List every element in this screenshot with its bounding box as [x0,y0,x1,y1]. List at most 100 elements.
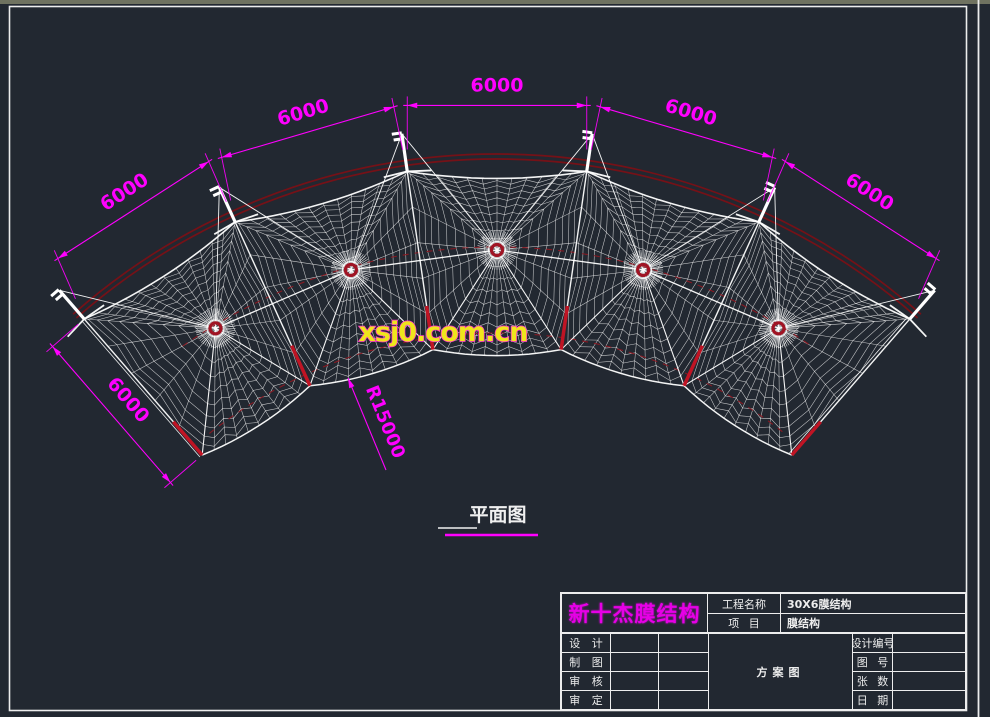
stay-cable [778,289,935,329]
radius-leader [347,377,387,471]
sign-cell-empty [611,633,659,652]
edge-corner-cable [562,169,587,173]
edge-corner-cable [213,221,236,236]
membrane-outer-edge [83,221,236,320]
dim-extension [590,97,603,150]
stay-cable [215,187,220,329]
edge-corner-cable [909,318,927,338]
mast-flag [54,292,64,302]
apex-dot [776,326,781,330]
mesh-spoke [215,328,238,439]
mast-flag [926,281,937,291]
sign-cell-empty [659,633,709,652]
mesh-ring [415,178,579,346]
mesh-ring [449,208,545,306]
mesh-ring [567,173,756,382]
mesh-spoke [576,242,644,271]
dim-arrow [57,250,68,259]
watermark-text: xsj0.com.cn [359,317,528,348]
support-post [790,420,822,457]
watermark: xsj0.com.cn [358,316,529,348]
mesh-spoke [642,198,657,270]
sign-cell-empty [611,671,659,690]
edge-cables [72,153,922,434]
title-block-header: 新十杰膜结构 工程名称 30X6膜结构 项 目 膜结构 [562,594,965,633]
mesh-spoke [124,298,216,329]
mesh-spoke [778,259,807,329]
sign-cell-empty [611,690,659,709]
mesh-spoke [337,198,352,270]
stay-cable [219,187,352,271]
edge-corner-cable [407,169,432,173]
apex-ring [489,242,505,258]
end-edge-line [789,316,908,454]
mesh-ring [722,260,862,406]
mesh-spoke [335,269,352,383]
edge-cable-arc [72,153,922,315]
mesh-spoke [466,177,498,251]
stay-cable [774,187,779,329]
mesh-ring [573,180,748,374]
mesh-spoke [496,177,528,251]
dim-label: 6000 [841,169,897,216]
mesh-spoke [778,328,863,374]
mesh-ring [132,260,272,406]
mesh-spoke [131,328,216,374]
mesh-ring [431,192,563,328]
dim-line [217,105,398,160]
support-post [172,420,204,457]
mesh-spoke [778,250,795,329]
valley-seam [309,269,352,386]
meta-label-date: 日 期 [853,690,893,709]
apex-dot [495,248,499,252]
mesh-spoke [642,221,759,271]
mesh-ring [586,197,729,354]
meta-cell-empty [893,690,965,709]
mast-flag [582,129,593,135]
mesh-spoke [767,328,779,445]
sign-cell-empty [659,671,709,690]
mesh-spoke [265,269,351,288]
project-name-label: 工程名称 [708,594,781,614]
mesh-spoke [350,242,418,271]
plan-view-label: 平面图 [438,504,538,537]
mesh-spoke [745,328,779,433]
mesh-spoke [322,203,352,271]
cable-dashed-arc [209,332,785,434]
mesh-spoke [97,312,216,329]
mast-flag [393,137,403,142]
company-name: 新十杰膜结构 [562,594,708,633]
membrane-inner-edge [683,385,793,456]
edge-corner-cable [758,221,781,236]
valley-seam [777,328,793,456]
valley-seam [201,328,217,456]
mesh-ring [471,227,523,280]
project-name-value: 30X6膜结构 [781,594,965,614]
mast [217,186,237,223]
mast-flag [391,131,402,136]
apex-dot [349,268,353,272]
mesh-spoke [642,269,659,383]
mesh-spoke [458,249,498,354]
sign-label-draft: 制 图 [562,652,611,671]
end-edge-line [81,320,201,458]
cable-dashed-arc [182,246,812,347]
mesh-ring [246,180,421,374]
mesh-spoke [778,284,844,329]
mesh-spoke [566,269,644,315]
meta-cell-empty [893,652,965,671]
mesh-spoke [213,328,216,450]
valley-seam [432,249,498,350]
mesh-spoke [642,269,700,354]
dim-label: 6000 [275,95,332,131]
mesh-spoke [427,249,498,315]
membrane-inner-edge [201,385,311,456]
mesh-spoke [407,171,498,251]
dim-arrow [52,346,62,356]
mesh-spoke [643,254,744,271]
dim-arrow [407,102,418,109]
edge-corner-cable [735,213,760,223]
dim-arrow [198,161,209,170]
mesh-ring [602,218,704,330]
